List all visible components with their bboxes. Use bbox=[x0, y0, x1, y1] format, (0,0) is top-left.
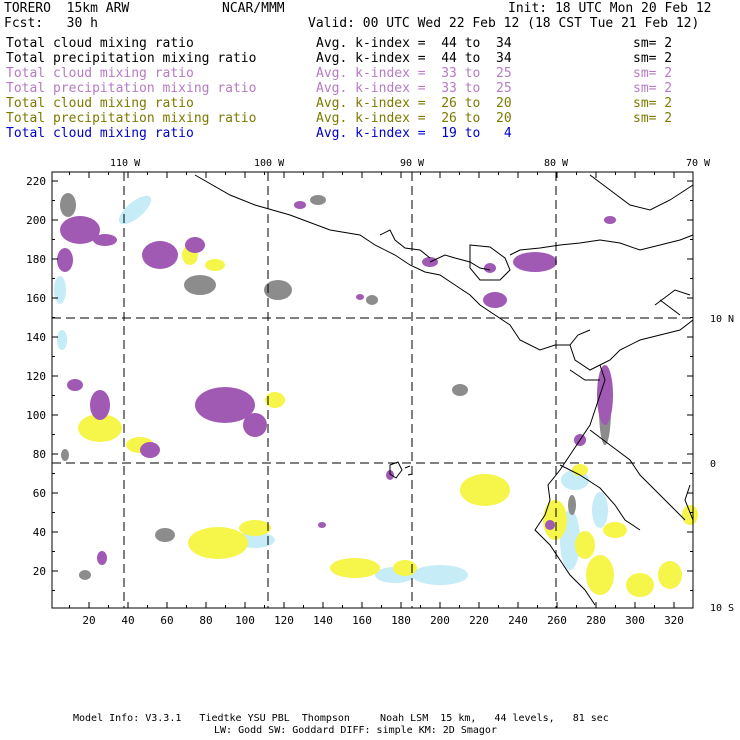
lon-label: 100 W bbox=[254, 158, 285, 169]
model-info-line-1: Model Info: V3.3.1 Tiedtke YSU PBL Thomp… bbox=[73, 713, 609, 724]
legend-row-5-field: Total cloud mixing ratio bbox=[6, 96, 194, 111]
x-tick-label: 40 bbox=[121, 614, 134, 625]
x-tick-label: 220 bbox=[469, 614, 489, 625]
model-info-line-2: LW: Godd SW: Goddard DIFF: simple KM: 2D… bbox=[214, 725, 497, 736]
lon-label: 80 W bbox=[544, 158, 569, 169]
y-tick-label: 20 bbox=[33, 565, 46, 578]
lon-label: 70 W bbox=[686, 158, 711, 169]
x-tick-label: 120 bbox=[274, 614, 294, 625]
cloud-gray-field bbox=[60, 193, 611, 580]
legend-row-1-field: Total cloud mixing ratio bbox=[6, 36, 194, 51]
x-tick-label: 80 bbox=[199, 614, 212, 625]
y-tick-label: 60 bbox=[33, 487, 46, 500]
lon-label: 90 W bbox=[400, 158, 425, 169]
forecast-map: 110 W 100 W 90 W 80 W 70 W 10 N 0 10 S 2… bbox=[26, 158, 734, 625]
y-tick-label: 160 bbox=[26, 292, 46, 305]
legend-row-1-sm: sm= 2 bbox=[633, 36, 673, 51]
y-tick-label: 40 bbox=[33, 526, 46, 539]
legend-row-4-field: Total precipitation mixing ratio bbox=[6, 81, 257, 96]
x-tick-label: 240 bbox=[508, 614, 528, 625]
legend-row-5-sm: sm= 2 bbox=[633, 96, 673, 111]
x-tick-label: 180 bbox=[391, 614, 411, 625]
y-tick-label: 140 bbox=[26, 331, 46, 344]
map-frame bbox=[51, 171, 694, 609]
organization: NCAR/MMM bbox=[222, 1, 285, 16]
lat-label: 10 S bbox=[710, 603, 734, 614]
coastlines bbox=[194, 174, 694, 606]
axis-ticks bbox=[52, 172, 693, 608]
lat-label: 0 bbox=[710, 459, 716, 470]
valid-time: Valid: 00 UTC Wed 22 Feb 12 (18 CST Tue … bbox=[308, 16, 700, 31]
lon-label: 110 W bbox=[110, 158, 141, 169]
y-index-labels: 220 200 180 160 140 120 100 80 60 40 20 bbox=[26, 175, 46, 578]
x-tick-label: 200 bbox=[430, 614, 450, 625]
longitude-labels: 110 W 100 W 90 W 80 W 70 W bbox=[110, 158, 711, 169]
legend-row-6-field: Total precipitation mixing ratio bbox=[6, 111, 257, 126]
y-tick-label: 220 bbox=[26, 175, 46, 188]
precip-cyan-field bbox=[54, 195, 608, 585]
legend-row-2-index: Avg. k-index = 44 to 34 bbox=[316, 51, 512, 66]
legend-row-3-index: Avg. k-index = 33 to 25 bbox=[316, 66, 512, 81]
forecast-hour: Fcst: 30 h bbox=[4, 16, 98, 31]
legend-row-7-field: Total cloud mixing ratio bbox=[6, 126, 194, 141]
lat-lon-grid bbox=[52, 172, 693, 608]
y-tick-label: 100 bbox=[26, 409, 46, 422]
legend-row-6-sm: sm= 2 bbox=[633, 111, 673, 126]
cloud-yellow-field bbox=[78, 245, 698, 597]
latitude-labels: 10 N 0 10 S bbox=[710, 314, 734, 614]
y-tick-label: 80 bbox=[33, 448, 46, 461]
x-index-labels: 20 40 60 80 100 120 140 160 180 200 220 … bbox=[82, 614, 684, 625]
legend-row-6-index: Avg. k-index = 26 to 20 bbox=[316, 111, 512, 126]
x-tick-label: 320 bbox=[664, 614, 684, 625]
x-tick-label: 140 bbox=[313, 614, 333, 625]
x-tick-label: 60 bbox=[160, 614, 173, 625]
y-tick-label: 120 bbox=[26, 370, 46, 383]
x-tick-label: 260 bbox=[547, 614, 567, 625]
x-tick-label: 20 bbox=[82, 614, 95, 625]
x-tick-label: 300 bbox=[625, 614, 645, 625]
legend-row-2-field: Total precipitation mixing ratio bbox=[6, 51, 257, 66]
init-time: Init: 18 UTC Mon 20 Feb 12 bbox=[508, 1, 712, 16]
lat-label: 10 N bbox=[710, 314, 734, 325]
cloud-precip-fields bbox=[54, 193, 698, 597]
y-tick-label: 200 bbox=[26, 214, 46, 227]
legend-row-1-index: Avg. k-index = 44 to 34 bbox=[316, 36, 512, 51]
x-tick-label: 160 bbox=[352, 614, 372, 625]
model-title: TORERO 15km ARW bbox=[4, 1, 130, 16]
legend-row-3-field: Total cloud mixing ratio bbox=[6, 66, 194, 81]
precip-purple-field bbox=[57, 201, 616, 565]
legend-row-3-sm: sm= 2 bbox=[633, 66, 673, 81]
legend-row-4-sm: sm= 2 bbox=[633, 81, 673, 96]
legend-row-2-sm: sm= 2 bbox=[633, 51, 673, 66]
x-tick-label: 280 bbox=[586, 614, 606, 625]
legend-row-4-index: Avg. k-index = 33 to 25 bbox=[316, 81, 512, 96]
legend-row-7-index: Avg. k-index = 19 to 4 bbox=[316, 126, 512, 141]
legend-row-5-index: Avg. k-index = 26 to 20 bbox=[316, 96, 512, 111]
y-tick-label: 180 bbox=[26, 253, 46, 266]
x-tick-label: 100 bbox=[235, 614, 255, 625]
